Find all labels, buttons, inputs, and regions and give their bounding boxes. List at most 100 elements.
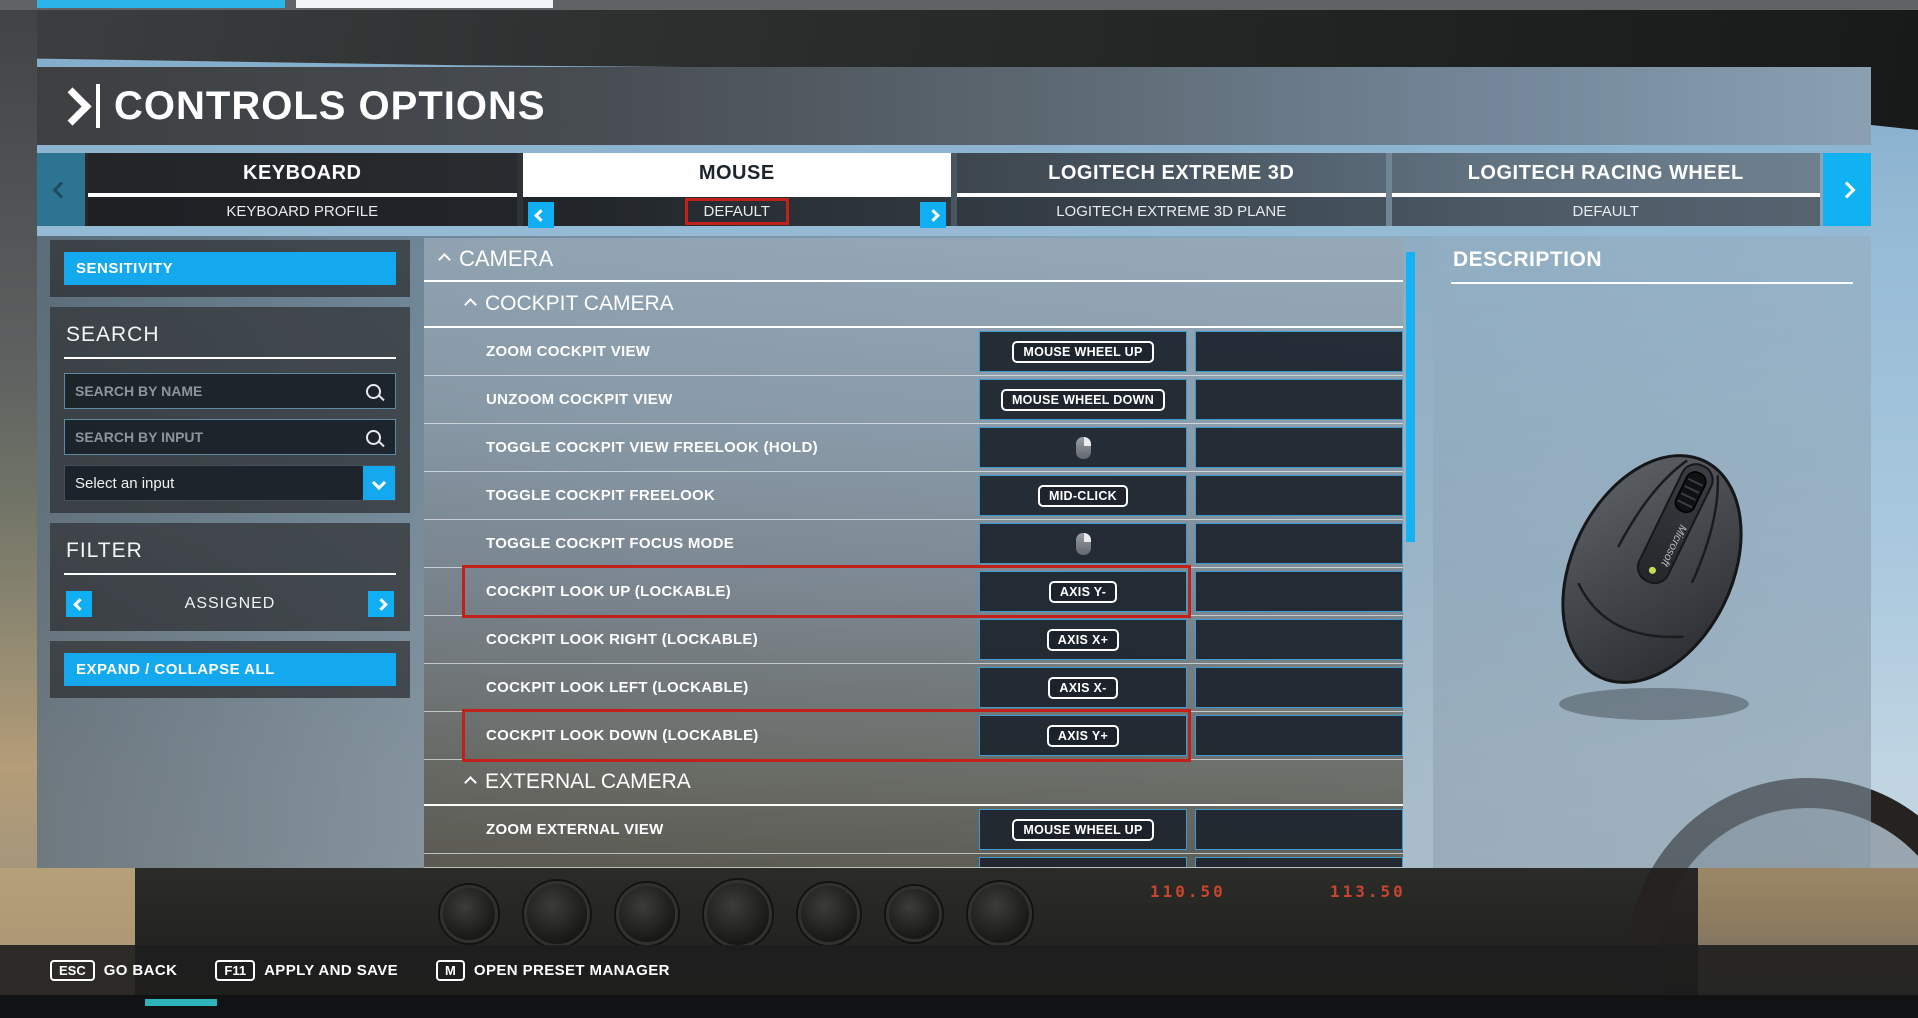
search-by-input-field[interactable] — [64, 419, 396, 455]
menu-chevron-icon — [53, 84, 100, 129]
tab-underline — [1391, 193, 1820, 198]
tab-label[interactable]: LOGITECH RACING WHEEL — [1391, 153, 1820, 194]
binding-row: COCKPIT LOOK LEFT (LOCKABLE) AXIS X- — [424, 664, 1403, 712]
primary-binding-cell[interactable]: AXIS X+ — [979, 619, 1187, 660]
filter-selector: ASSIGNED — [64, 589, 396, 619]
binding-row: UNZOOM COCKPIT VIEW MOUSE WHEEL DOWN — [424, 376, 1403, 424]
binding-badge: MOUSE WHEEL UP — [1012, 340, 1154, 363]
search-by-input-input[interactable] — [65, 429, 366, 445]
subgroup-header-external-camera[interactable]: EXTERNAL CAMERA — [424, 760, 1403, 806]
binding-row: COCKPIT LOOK RIGHT (LOCKABLE) AXIS X+ — [424, 616, 1403, 664]
collapse-icon — [464, 297, 477, 311]
tab-mouse[interactable]: MOUSE DEFAULT — [522, 153, 951, 229]
filter-previous-button[interactable] — [66, 591, 92, 617]
gauge-icon — [704, 880, 772, 948]
secondary-binding-cell[interactable] — [1195, 619, 1403, 660]
tabs-scroll-right-button[interactable] — [1823, 153, 1871, 226]
tab-label[interactable]: LOGITECH EXTREME 3D — [957, 153, 1386, 194]
secondary-binding-cell[interactable] — [1195, 809, 1403, 850]
apply-and-save-action[interactable]: F11 APPLY AND SAVE — [215, 959, 399, 981]
gauge-icon — [524, 881, 590, 947]
search-by-name-field[interactable] — [64, 373, 396, 409]
open-preset-manager-action[interactable]: M OPEN PRESET MANAGER — [436, 959, 670, 981]
secondary-binding-cell[interactable] — [1195, 331, 1403, 372]
collapse-icon — [464, 775, 477, 789]
footer-action-label: APPLY AND SAVE — [264, 961, 399, 979]
chevron-down-icon[interactable] — [363, 466, 395, 500]
primary-binding-cell[interactable]: MOUSE WHEEL UP — [979, 809, 1187, 850]
subgroup-header-cockpit-camera[interactable]: COCKPIT CAMERA — [424, 282, 1403, 328]
description-panel: DESCRIPTION — [1433, 236, 1871, 868]
primary-binding-cell[interactable]: AXIS X- — [979, 667, 1187, 708]
action-label: UNZOOM COCKPIT VIEW — [486, 391, 673, 408]
microsoft-wireless-mouse-image: Microsoft — [1559, 454, 1749, 720]
controls-options-panel: CONTROLS OPTIONS KEYBOARD KEYBOARD PROFI… — [37, 67, 1871, 868]
tabs-scroll-left-button[interactable] — [37, 153, 85, 226]
next-profile-button[interactable] — [920, 202, 946, 229]
radio-frequency-readout: 113.50 — [1330, 882, 1406, 901]
previous-profile-button[interactable] — [527, 202, 554, 229]
primary-binding-cell[interactable]: AXIS Y+ — [979, 715, 1187, 756]
title-bar: CONTROLS OPTIONS — [37, 67, 1871, 146]
secondary-binding-cell[interactable] — [1195, 667, 1403, 708]
sensitivity-button[interactable]: SENSITIVITY — [64, 252, 396, 285]
select-input-dropdown[interactable]: Select an input — [64, 465, 396, 501]
binding-badge: AXIS X- — [1048, 676, 1118, 699]
secondary-binding-cell[interactable] — [1195, 715, 1403, 756]
list-scrollbar-thumb[interactable] — [1406, 252, 1415, 542]
collapse-icon — [438, 252, 451, 266]
action-label — [424, 854, 971, 867]
primary-binding-cell[interactable] — [979, 523, 1187, 564]
secondary-binding-cell[interactable] — [1195, 571, 1403, 612]
secondary-binding-cell[interactable] — [1195, 427, 1403, 468]
footer-action-label: GO BACK — [103, 961, 178, 979]
mouse-button-icon — [1075, 532, 1091, 555]
secondary-binding-cell[interactable] — [1195, 475, 1403, 516]
expand-collapse-section: EXPAND / COLLAPSE ALL — [50, 641, 410, 698]
tab-profile-label: DEFAULT — [1391, 197, 1820, 226]
tab-underline — [957, 193, 1386, 198]
instrument-gauges — [440, 880, 1032, 948]
tab-label[interactable]: MOUSE — [522, 153, 951, 194]
binding-badge: AXIS Y- — [1048, 580, 1118, 603]
esc-keycap: ESC — [50, 959, 95, 981]
tab-label[interactable]: KEYBOARD — [88, 153, 517, 194]
sidebar: SENSITIVITY SEARCH Select an input — [37, 236, 410, 868]
search-heading: SEARCH — [64, 319, 396, 359]
list-scrollbar-track[interactable] — [1403, 238, 1419, 868]
scene-left-edge — [0, 10, 37, 1018]
search-by-name-input[interactable] — [65, 383, 366, 399]
group-header-camera[interactable]: CAMERA — [424, 238, 1403, 282]
secondary-binding-cell[interactable] — [1195, 523, 1403, 564]
primary-binding-cell[interactable]: AXIS Y- — [979, 571, 1187, 612]
binding-badge: AXIS Y+ — [1046, 724, 1120, 747]
expand-collapse-all-button[interactable]: EXPAND / COLLAPSE ALL — [64, 653, 396, 686]
go-back-action[interactable]: ESC GO BACK — [50, 959, 178, 981]
selected-profile-highlighted[interactable]: DEFAULT — [684, 198, 789, 226]
tab-logitech-racing-wheel[interactable]: LOGITECH RACING WHEEL DEFAULT — [1391, 153, 1820, 226]
tab-profile-selector: DEFAULT — [522, 197, 951, 229]
action-label: TOGGLE COCKPIT VIEW FREELOOK (HOLD) — [486, 439, 818, 456]
filter-value: ASSIGNED — [184, 595, 276, 612]
top-strip-cyan-segment — [37, 0, 285, 8]
primary-binding-cell[interactable] — [979, 857, 1187, 867]
filter-next-button[interactable] — [368, 591, 394, 617]
binding-row: ZOOM EXTERNAL VIEW MOUSE WHEEL UP — [424, 806, 1403, 854]
search-icon — [366, 383, 381, 399]
footer-bar: ESC GO BACK F11 APPLY AND SAVE M OPEN PR… — [0, 945, 1918, 995]
binding-badge: MOUSE WHEEL UP — [1012, 818, 1154, 841]
secondary-binding-cell[interactable] — [1195, 857, 1403, 867]
bindings-list-wrap: CAMERA COCKPIT CAMERA ZOOM COCKPIT VIEW … — [410, 236, 1427, 868]
action-label: COCKPIT LOOK RIGHT (LOCKABLE) — [486, 631, 759, 648]
m-keycap: M — [436, 959, 465, 981]
tab-keyboard[interactable]: KEYBOARD KEYBOARD PROFILE — [88, 153, 517, 226]
filter-section: FILTER ASSIGNED — [50, 523, 410, 631]
primary-binding-cell[interactable]: MID-CLICK — [979, 475, 1187, 516]
primary-binding-cell[interactable] — [979, 427, 1187, 468]
group-header-label: CAMERA — [459, 246, 554, 271]
content-area: SENSITIVITY SEARCH Select an input — [37, 236, 1871, 868]
primary-binding-cell[interactable]: MOUSE WHEEL DOWN — [979, 379, 1187, 420]
secondary-binding-cell[interactable] — [1195, 379, 1403, 420]
primary-binding-cell[interactable]: MOUSE WHEEL UP — [979, 331, 1187, 372]
tab-logitech-extreme-3d[interactable]: LOGITECH EXTREME 3D LOGITECH EXTREME 3D … — [957, 153, 1386, 226]
